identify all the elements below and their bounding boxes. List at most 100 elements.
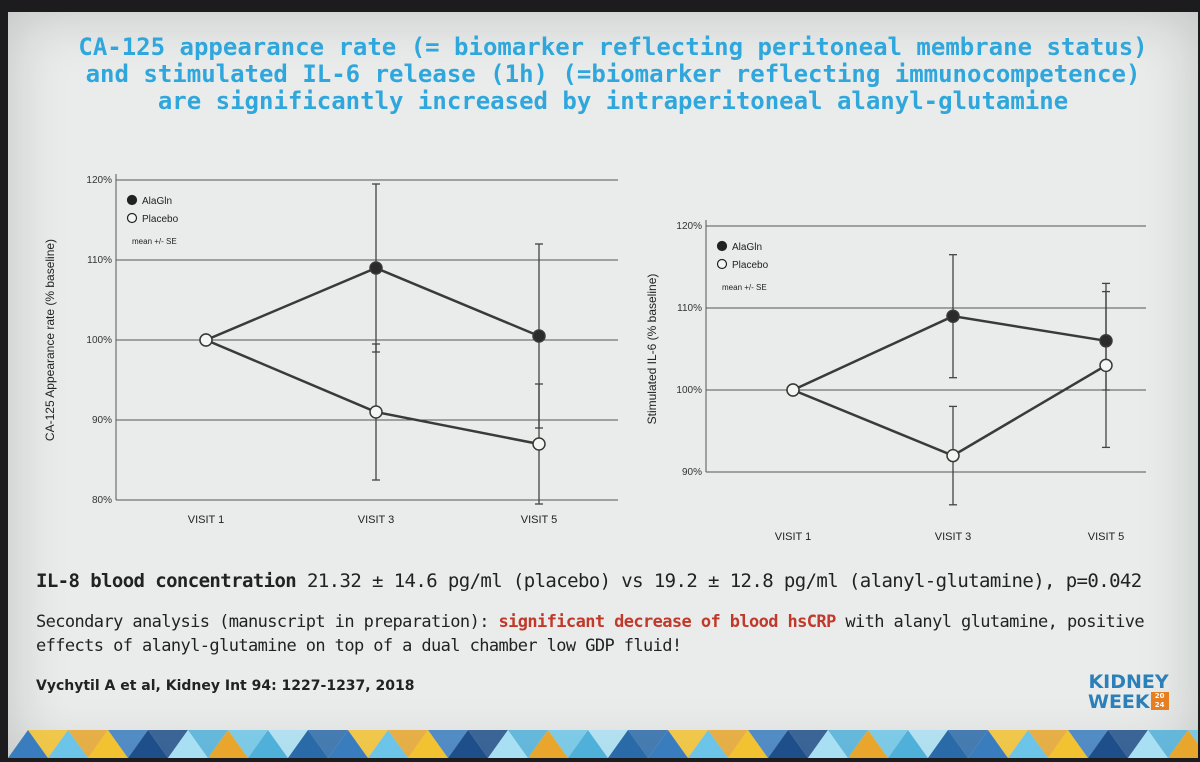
band-triangle	[988, 730, 1028, 758]
band-triangle	[1148, 730, 1188, 758]
series-line-placebo	[205, 338, 540, 446]
legend-note: mean +/- SE	[722, 283, 767, 292]
citation: Vychytil A et al, Kidney Int 94: 1227-12…	[36, 678, 415, 694]
secondary-highlight: significant decrease of blood hsCRP	[498, 612, 836, 632]
band-triangle	[1128, 730, 1168, 758]
logo-word: WEEK	[1088, 691, 1150, 713]
band-triangle	[68, 730, 108, 758]
band-triangle	[348, 730, 388, 758]
band-triangle	[628, 730, 668, 758]
band-triangle	[128, 730, 168, 758]
band-triangle	[528, 730, 568, 758]
band-triangle	[388, 730, 428, 758]
band-triangle	[1108, 730, 1148, 758]
data-point-placebo	[199, 333, 213, 347]
data-point-placebo	[786, 383, 800, 397]
logo-year-bottom: 24	[1154, 701, 1165, 709]
band-triangle	[888, 730, 928, 758]
il8-values: 21.32 ± 14.6 pg/ml (placebo) vs 19.2 ± 1…	[296, 570, 1142, 592]
data-point-alagln	[532, 329, 546, 343]
il8-label: IL-8 blood concentration	[36, 570, 297, 592]
legend-entry: AlaGln	[142, 196, 172, 207]
legend-marker	[716, 258, 728, 270]
band-triangle	[1088, 730, 1128, 758]
band-triangle	[928, 730, 968, 758]
band-triangle	[728, 730, 768, 758]
band-triangle	[848, 730, 888, 758]
series-line-alagln	[205, 266, 540, 342]
band-triangle	[468, 730, 508, 758]
band-triangle	[608, 730, 648, 758]
band-triangle	[968, 730, 1008, 758]
y-tick-label: 110%	[87, 255, 112, 266]
band-triangle	[548, 730, 588, 758]
band-triangle	[228, 730, 268, 758]
band-triangle	[768, 730, 808, 758]
band-triangle	[288, 730, 328, 758]
legend-entry: Placebo	[142, 214, 179, 225]
data-point-alagln	[946, 309, 960, 323]
series-line-alagln	[792, 314, 1107, 392]
legend-marker	[126, 194, 138, 206]
logo-line-1: KIDNEY	[1088, 671, 1169, 693]
band-triangle	[908, 730, 948, 758]
band-triangle	[428, 730, 468, 758]
series-line-placebo	[792, 364, 1107, 457]
band-triangle	[648, 730, 688, 758]
legend-marker	[126, 212, 138, 224]
secondary-prefix: Secondary analysis (manuscript in prepar…	[36, 612, 499, 632]
band-triangle	[408, 730, 448, 758]
y-axis-label: CA-125 Appearance rate (% baseline)	[43, 239, 57, 441]
x-tick-label: VISIT 3	[935, 531, 971, 543]
decorative-pattern-band	[8, 730, 1198, 758]
y-tick-label: 100%	[676, 385, 702, 396]
y-tick-label: 110%	[677, 303, 702, 314]
data-point-placebo	[369, 405, 383, 419]
y-tick-label: 80%	[92, 495, 112, 506]
band-triangle	[188, 730, 228, 758]
band-triangle	[488, 730, 528, 758]
band-triangle	[708, 730, 748, 758]
band-triangle	[28, 730, 68, 758]
band-triangle	[268, 730, 308, 758]
data-point-alagln	[369, 261, 383, 275]
band-triangle	[788, 730, 828, 758]
y-tick-label: 90%	[682, 467, 702, 478]
band-triangle	[248, 730, 288, 758]
logo-line-2: WEEK 20 24	[1088, 692, 1169, 712]
band-triangle	[1048, 730, 1088, 758]
title-line-3: are significantly increased by intraperi…	[157, 87, 1069, 115]
slide-title: CA-125 appearance rate (= biomarker refl…	[48, 34, 1178, 115]
band-triangle	[868, 730, 908, 758]
title-line-1: CA-125 appearance rate (= biomarker refl…	[78, 33, 1148, 61]
band-triangle	[588, 730, 628, 758]
band-triangle	[688, 730, 728, 758]
secondary-analysis: Secondary analysis (manuscript in prepar…	[36, 610, 1176, 658]
presentation-slide: CA-125 appearance rate (= biomarker refl…	[8, 12, 1198, 758]
legend-marker	[716, 240, 728, 252]
band-triangle	[448, 730, 488, 758]
band-triangle	[748, 730, 788, 758]
band-triangle	[808, 730, 848, 758]
band-triangle	[148, 730, 188, 758]
data-point-placebo	[532, 437, 546, 451]
il8-line: IL-8 blood concentration 21.32 ± 14.6 pg…	[36, 570, 1142, 592]
band-triangle	[8, 730, 48, 758]
data-point-placebo	[1099, 358, 1113, 373]
band-triangle	[828, 730, 868, 758]
data-point-alagln	[1099, 334, 1113, 348]
logo-year-badge: 20 24	[1150, 692, 1169, 710]
band-triangle	[328, 730, 368, 758]
title-line-2: and stimulated IL-6 release (1h) (=bioma…	[85, 60, 1141, 88]
band-triangle	[508, 730, 548, 758]
band-triangle	[948, 730, 988, 758]
band-triangle	[208, 730, 248, 758]
legend-entry: AlaGln	[732, 242, 762, 253]
band-triangle	[308, 730, 348, 758]
band-triangle	[368, 730, 408, 758]
band-triangle	[1188, 730, 1198, 744]
x-tick-label: VISIT 3	[358, 514, 394, 526]
band-triangle	[1028, 730, 1068, 758]
band-triangle	[108, 730, 148, 758]
band-triangle	[668, 730, 708, 758]
